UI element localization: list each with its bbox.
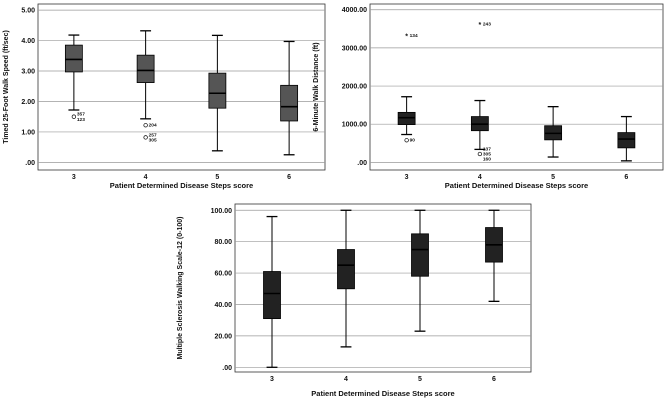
box-group-4	[337, 209, 355, 348]
outlier-circle	[477, 151, 483, 157]
box-group-6	[617, 115, 636, 162]
box-iqr	[136, 54, 155, 83]
plot-area	[369, 3, 664, 171]
x-tick-label: 5	[418, 376, 422, 383]
outlier-circle	[71, 114, 77, 119]
box-group-3	[64, 34, 83, 111]
x-tick-label: 6	[492, 376, 496, 383]
outlier: * 243	[479, 22, 492, 30]
y-tick-label: 5.00	[21, 8, 35, 15]
box-iqr	[411, 233, 429, 277]
x-tick-label: 5	[551, 174, 555, 181]
box-group-6	[485, 209, 503, 302]
x-tick-label: 3	[270, 376, 274, 383]
plot-area	[37, 3, 326, 171]
x-tick-label: 4	[344, 376, 348, 383]
y-tick-label: 2.00	[21, 99, 35, 106]
outlier-case-label: 305	[483, 151, 491, 157]
x-tick-label: 3	[405, 174, 409, 181]
outlier-case-label: 357	[77, 112, 85, 118]
y-axis-title: 6-Minute Walk Distance (ft)	[313, 42, 320, 131]
box-group-3	[263, 215, 281, 368]
y-tick-label: .00	[25, 160, 35, 167]
outlier-star: *	[479, 22, 482, 29]
outlier: 204	[143, 123, 157, 129]
box-iqr	[263, 271, 281, 320]
outlier: 90	[404, 138, 416, 144]
y-tick-label: 2000.00	[342, 84, 367, 91]
outlier-case-label: 134	[410, 33, 418, 39]
x-axis-title: Patient Determined Disease Steps score	[110, 181, 253, 190]
outlier-case-label: 204	[149, 123, 157, 129]
x-axis-title: Patient Determined Disease Steps score	[311, 389, 454, 398]
outlier-case-label: 90	[410, 138, 416, 144]
x-tick-label: 5	[215, 174, 219, 181]
outlier-case-label: 243	[483, 22, 491, 28]
x-tick-label: 6	[624, 174, 628, 181]
box-iqr	[64, 44, 83, 73]
outlier-circle	[404, 138, 409, 143]
box-group-5	[544, 106, 563, 158]
outlier: * 134	[405, 33, 418, 41]
chart-msws12: .00 20.00 40.00 60.00 80.00 100.00 3 4 5 6 Patient…	[177, 203, 532, 398]
box-group-5	[208, 34, 227, 152]
box-group-3	[397, 96, 416, 136]
box-iqr	[280, 84, 299, 122]
outlier-circle	[143, 123, 148, 128]
y-tick-label: 4.00	[21, 38, 35, 45]
outlier-case-label: 305	[149, 138, 157, 144]
y-tick-label: .00	[357, 160, 367, 167]
x-tick-label: 6	[287, 174, 291, 181]
box-iqr	[337, 249, 355, 290]
x-tick-label: 4	[144, 174, 148, 181]
y-tick-label: 100.00	[211, 208, 233, 215]
outlier-case-label: 257	[149, 132, 157, 138]
outlier-case-label: 160	[483, 157, 491, 163]
chart-6min-walk-distance: .00 1000.00 2000.00 3000.00 4000.00 3 4 5 6 Patie…	[313, 3, 664, 190]
outlier-case-label: 137	[483, 146, 491, 152]
outlier-circle	[143, 135, 148, 140]
box-group-4	[136, 30, 155, 120]
box-iqr	[617, 132, 636, 149]
x-tick-label: 3	[72, 174, 76, 181]
plot-area	[234, 203, 532, 373]
y-axis-title: Timed 25-Foot Walk Speed (ft/sec)	[3, 30, 10, 144]
y-tick-label: 20.00	[214, 333, 232, 340]
x-axis-title: Patient Determined Disease Steps score	[445, 181, 588, 190]
y-tick-label: 40.00	[214, 302, 232, 309]
y-tick-label: 3000.00	[342, 45, 367, 52]
y-tick-label: 80.00	[214, 239, 232, 246]
y-tick-label: 4000.00	[342, 7, 367, 14]
box-group-6	[280, 40, 299, 156]
y-axis-title: Multiple Sclerosis Walking Scale-12 (0-1…	[177, 217, 184, 360]
y-tick-label: 1000.00	[342, 122, 367, 129]
box-group-4	[470, 99, 489, 151]
y-tick-label: 1.00	[21, 129, 35, 136]
y-tick-label: .00	[222, 365, 232, 372]
chart-walk-speed: .00 1.00 2.00 3.00 4.00 5.00 3 4 5 6 Patient Deter…	[3, 3, 326, 190]
y-tick-label: 60.00	[214, 271, 232, 278]
x-tick-label: 4	[478, 174, 482, 181]
y-tick-label: 3.00	[21, 69, 35, 76]
outlier-case-label: 123	[77, 117, 85, 123]
box-group-5	[411, 209, 429, 332]
box-iqr	[208, 72, 227, 109]
outlier-star: *	[405, 33, 408, 40]
